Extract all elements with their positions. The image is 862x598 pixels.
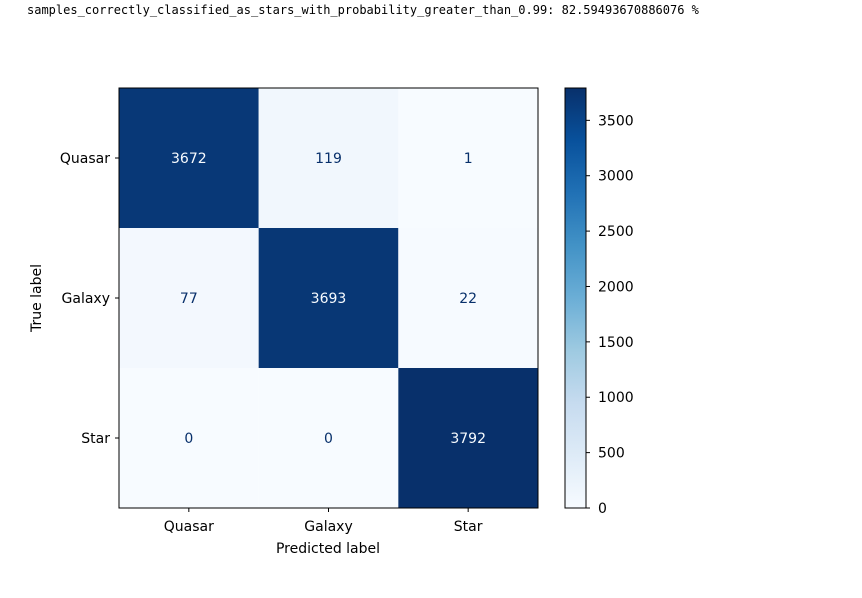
heatmap-cell: [398, 228, 538, 368]
cell-value-label: 3792: [450, 431, 486, 447]
x-tick-label: Star: [454, 519, 483, 535]
colorbar-ticks: 0 500 1000 1500 2000 2500 3000 3500: [586, 113, 634, 517]
colorbar-tick-label: 0: [598, 501, 607, 517]
cell-value-label: 3672: [171, 151, 207, 167]
colorbar-tick-label: 1500: [598, 335, 634, 351]
heatmap-cell: [119, 368, 259, 508]
y-tick-label: Galaxy: [62, 291, 110, 307]
x-tick-label: Galaxy: [304, 519, 352, 535]
heatmap-cell: [398, 88, 538, 228]
x-tick-label: Quasar: [164, 519, 214, 535]
cell-value-label: 22: [459, 291, 477, 307]
x-axis-ticks: Quasar Galaxy Star: [164, 508, 483, 535]
colorbar-tick-label: 1000: [598, 390, 634, 406]
colorbar-tick-label: 2500: [598, 224, 634, 240]
x-axis-label: Predicted label: [276, 541, 380, 557]
heatmap-cell: [258, 368, 399, 508]
heatmap-cell: [258, 228, 399, 368]
y-tick-label: Quasar: [60, 151, 110, 167]
cell-value-label: 119: [315, 151, 342, 167]
y-tick-label: Star: [81, 431, 110, 447]
y-axis-label: True label: [29, 264, 45, 333]
colorbar-tick-label: 3000: [598, 169, 634, 185]
cell-value-label: 1: [464, 151, 473, 167]
cell-value-label: 0: [184, 431, 193, 447]
y-axis-ticks: Quasar Galaxy Star: [60, 151, 119, 447]
cell-value-label: 3693: [311, 291, 347, 307]
heatmap-cell: [119, 88, 259, 228]
heatmap-cell: [119, 228, 259, 368]
colorbar: [564, 87, 587, 509]
colorbar-tick-label: 500: [598, 446, 625, 462]
heatmap-cell: [398, 368, 538, 508]
output-text: samples_correctly_classified_as_stars_wi…: [27, 3, 699, 17]
cell-value-label: 77: [180, 291, 198, 307]
heatmap-cells: 3672 119 1 77 3693 22 0 0 3792: [119, 88, 538, 508]
cell-value-label: 0: [324, 431, 333, 447]
colorbar-tick-label: 2000: [598, 279, 634, 295]
colorbar-tick-label: 3500: [598, 113, 634, 129]
heatmap-cell: [258, 88, 399, 228]
